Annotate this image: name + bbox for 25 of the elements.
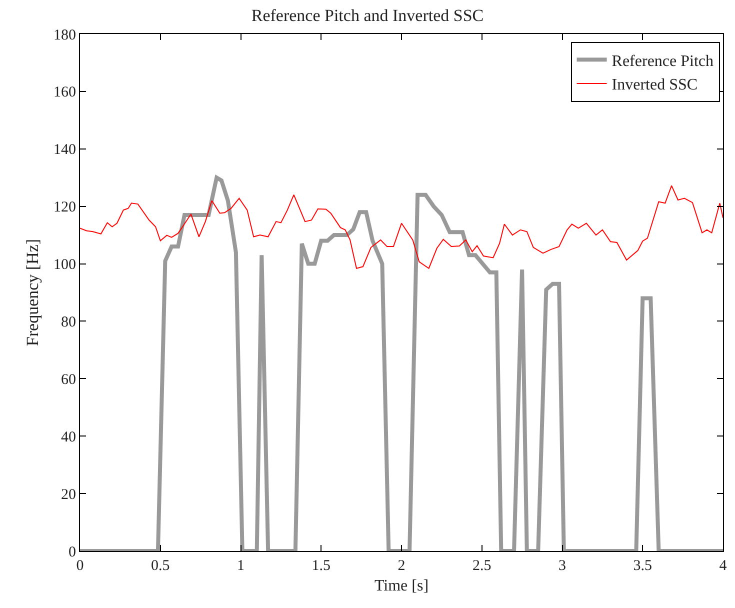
x-axis-title: Time [s] (374, 578, 429, 595)
y-tick-label: 40 (61, 429, 76, 446)
x-tick-label: 3 (558, 558, 566, 574)
legend-label: Reference Pitch (612, 52, 714, 70)
y-axis-title: Frequency [Hz] (23, 238, 42, 346)
y-tick-label: 100 (54, 257, 76, 274)
chart-title: Reference Pitch and Inverted SSC (251, 6, 484, 26)
y-tick-label: 20 (61, 486, 76, 503)
y-tick-label: 120 (54, 200, 76, 216)
y-tick-label: 180 (54, 27, 76, 44)
x-tick-label: 2.5 (472, 558, 492, 574)
y-tick-label: 0 (68, 544, 76, 560)
x-tick-label: 2 (398, 558, 406, 574)
y-tick-label: 140 (54, 142, 76, 158)
legend-label: Inverted SSC (612, 76, 698, 94)
line-series (80, 176, 723, 551)
x-tick-label: 0.5 (151, 558, 170, 574)
x-tick-label: 1 (237, 558, 244, 574)
x-tick-label: 4 (719, 558, 728, 574)
x-tick-label: 1.5 (312, 558, 331, 574)
y-tick-label: 160 (54, 84, 76, 101)
y-tick-label: 80 (61, 314, 76, 330)
x-tick-label: 3.5 (633, 558, 652, 574)
line-series (80, 185, 723, 269)
y-tick-label: 60 (61, 372, 76, 388)
